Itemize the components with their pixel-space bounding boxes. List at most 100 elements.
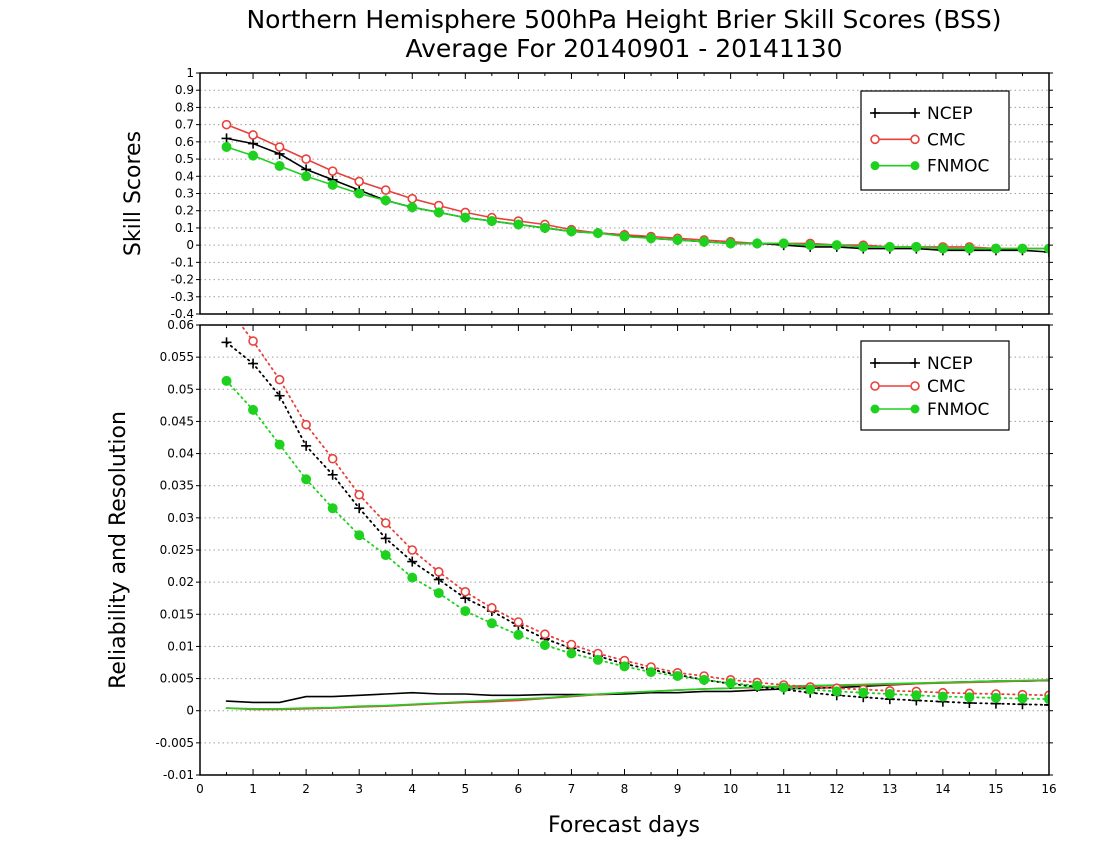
x-tick-label: 7 bbox=[568, 782, 576, 796]
x-axis-label: Forecast days bbox=[548, 813, 700, 838]
data-point bbox=[911, 241, 922, 252]
legend-label-fnmoc: FNMOC bbox=[927, 157, 989, 177]
data-point bbox=[884, 689, 895, 699]
data-point bbox=[725, 678, 736, 689]
legend: NCEP CMC FNMOC bbox=[860, 90, 1010, 191]
plot-frame bbox=[199, 324, 1050, 776]
series-line-ncep-resolution bbox=[225, 341, 1049, 706]
data-point bbox=[592, 654, 603, 665]
y-axis-label: Reliability and Resolution bbox=[106, 411, 131, 689]
data-point bbox=[433, 588, 444, 599]
y-tick-label: 0.035 bbox=[160, 479, 194, 493]
skill-score-panel: 1 0.9 0.8 0.7 0.6 0.5 0.4 0.3 0.2 0.1 0 -0.1 -0.2 -0.… bbox=[121, 66, 1053, 321]
plot-area bbox=[221, 325, 1049, 711]
legend-marker bbox=[870, 134, 880, 145]
data-point bbox=[248, 336, 258, 346]
data-point bbox=[380, 533, 391, 544]
y-tick-label: 0.05 bbox=[167, 382, 194, 396]
x-tick-label: 14 bbox=[935, 782, 950, 796]
x-tick-label: 8 bbox=[621, 782, 629, 796]
data-point bbox=[274, 390, 285, 401]
data-point bbox=[407, 556, 418, 567]
data-point bbox=[566, 639, 577, 650]
data-point bbox=[1044, 699, 1049, 710]
legend-marker bbox=[910, 161, 920, 171]
data-point bbox=[486, 216, 497, 227]
legend-box bbox=[860, 90, 1010, 191]
data-point bbox=[248, 138, 259, 149]
x-tick-label: 13 bbox=[882, 782, 897, 796]
data-point bbox=[858, 687, 869, 698]
data-point bbox=[672, 671, 683, 681]
data-point bbox=[831, 240, 842, 251]
plot-area bbox=[221, 119, 1049, 258]
legend-label-cmc: CMC bbox=[927, 377, 965, 397]
data-point bbox=[274, 374, 285, 385]
x-tick-label: 16 bbox=[1041, 782, 1056, 796]
data-point bbox=[327, 503, 338, 514]
y-tick-label: 0.005 bbox=[160, 672, 194, 686]
data-point bbox=[221, 142, 232, 153]
y-tick-label: 0.2 bbox=[175, 204, 194, 218]
data-point bbox=[354, 503, 365, 514]
data-point bbox=[1017, 693, 1028, 704]
data-point bbox=[274, 160, 285, 171]
y-axis-label: Skill Scores bbox=[121, 131, 146, 256]
data-point bbox=[964, 692, 975, 703]
x-tick-label: 0 bbox=[196, 782, 204, 796]
x-tick-label: 1 bbox=[249, 782, 257, 796]
data-point bbox=[248, 150, 259, 161]
data-point bbox=[1044, 243, 1049, 254]
chart-title-line2: Average For 20140901 - 20141130 bbox=[405, 34, 842, 63]
data-point bbox=[805, 684, 816, 695]
data-point bbox=[592, 228, 603, 239]
data-point bbox=[752, 680, 763, 691]
data-point bbox=[566, 648, 577, 659]
data-point bbox=[380, 518, 391, 528]
data-point bbox=[354, 530, 365, 541]
series-line-fnmoc-reliability bbox=[225, 679, 1049, 710]
x-tick-label: 15 bbox=[988, 782, 1003, 796]
y-tick-label: 0.06 bbox=[167, 318, 194, 332]
plot-frame bbox=[199, 72, 1050, 315]
data-point bbox=[646, 233, 657, 244]
data-point bbox=[327, 453, 338, 464]
y-tick-label: 0 bbox=[186, 238, 194, 252]
x-tick-label: 6 bbox=[515, 782, 523, 796]
y-tick-label: 0.9 bbox=[175, 83, 194, 97]
data-point bbox=[937, 243, 948, 254]
data-point bbox=[354, 489, 364, 500]
data-point bbox=[513, 629, 524, 640]
data-point bbox=[327, 469, 338, 480]
y-tick-label: 0.8 bbox=[175, 100, 194, 114]
data-point bbox=[248, 358, 259, 369]
data-point bbox=[354, 188, 365, 199]
data-point bbox=[1044, 694, 1049, 705]
data-point bbox=[540, 629, 550, 640]
data-point bbox=[778, 682, 789, 693]
y-tick-label: 0.3 bbox=[175, 187, 194, 201]
data-point bbox=[460, 212, 471, 223]
data-point bbox=[433, 207, 444, 218]
data-point bbox=[274, 439, 285, 450]
data-point bbox=[407, 572, 418, 583]
y-tick-label: 0.025 bbox=[160, 543, 194, 557]
legend-marker bbox=[870, 404, 880, 414]
data-point bbox=[301, 474, 312, 485]
reliability-resolution-panel: 0.060.0550.050.0450.040.0350.030.0250.02… bbox=[106, 318, 1057, 796]
y-tick-label: 0.03 bbox=[167, 511, 194, 525]
data-point bbox=[513, 219, 524, 230]
data-point bbox=[964, 243, 975, 254]
data-point bbox=[858, 241, 869, 252]
legend-label-ncep: NCEP bbox=[927, 354, 973, 374]
y-tick-label: 0.015 bbox=[160, 607, 194, 621]
legend-label-ncep: NCEP bbox=[927, 104, 973, 124]
data-point bbox=[407, 202, 418, 213]
y-tick-label: 0.04 bbox=[167, 447, 194, 461]
x-tick-label: 5 bbox=[461, 782, 469, 796]
data-point bbox=[354, 176, 364, 187]
x-tick-label: 9 bbox=[674, 782, 682, 796]
data-point bbox=[486, 618, 497, 629]
x-tick-label: 4 bbox=[408, 782, 416, 796]
